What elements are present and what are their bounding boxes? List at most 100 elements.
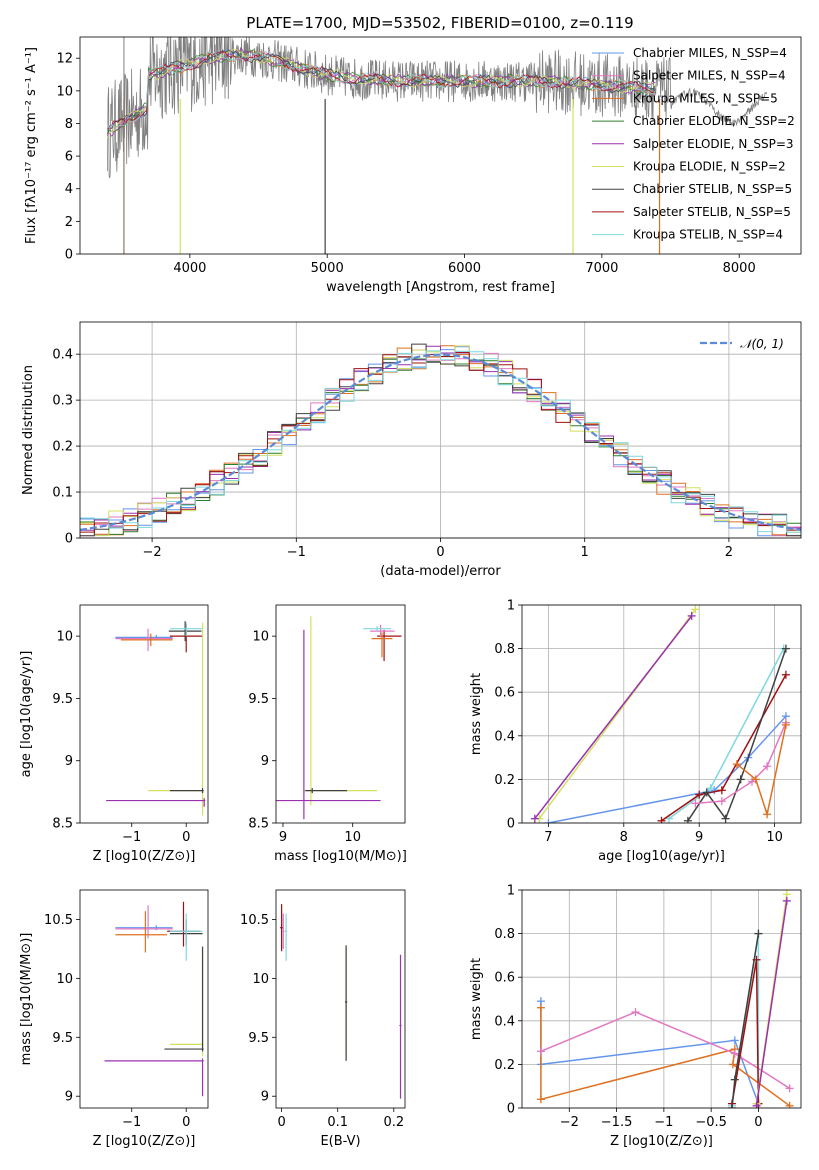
x-tick-label: 0	[436, 545, 444, 560]
y-tick-label: 8.5	[52, 817, 73, 832]
x-tick-label: 0	[277, 1115, 285, 1130]
legend-label: Salpeter ELODIE, N_SSP=3	[633, 137, 794, 151]
y-tick-label: 9.5	[248, 692, 269, 707]
y-tick-label: 0.2	[494, 1058, 515, 1073]
axes-frame	[521, 604, 802, 824]
plot-area	[279, 904, 402, 1099]
y-tick-label: 10	[252, 972, 269, 987]
y-tick-label: 12	[56, 52, 73, 67]
x-tick-label: 0	[754, 1115, 762, 1130]
x-tick-label: 8000	[723, 261, 756, 276]
x-axis-label: Z [log10(Z/Z⊙)]	[93, 1134, 196, 1149]
y-tick-label: 10	[56, 630, 73, 645]
y-tick-label: 0.4	[494, 1014, 515, 1029]
y-tick-label: 10	[56, 84, 73, 99]
y-tick-label: 0	[65, 248, 73, 263]
x-axis-label: (data-model)/error	[380, 564, 501, 579]
y-tick-label: 0.4	[494, 729, 515, 744]
axes-frame	[79, 36, 802, 255]
observed-spectrum	[107, 37, 768, 179]
y-tick-label: 10	[56, 972, 73, 987]
y-tick-label: 0	[507, 817, 515, 832]
x-tick-label: 5000	[311, 261, 344, 276]
legend-label: Kroupa ELODIE, N_SSP=2	[633, 160, 786, 174]
x-tick-label: 0	[182, 1115, 190, 1130]
y-tick-label: 9.5	[52, 1031, 73, 1046]
legend-label: 𝒩(0, 1)	[740, 337, 784, 351]
y-axis-label: mass [log10(M/M⊙)]	[19, 933, 34, 1066]
legend-label: Salpeter MILES, N_SSP=4	[633, 69, 786, 83]
x-tick-label: 7000	[585, 261, 618, 276]
y-axis-label: Flux [fλ10⁻¹⁷ erg cm⁻² s⁻¹ A⁻¹]	[24, 47, 39, 244]
legend-label: Salpeter STELIB, N_SSP=5	[633, 205, 791, 219]
x-tick-label: −1	[122, 1115, 141, 1130]
axes-frame	[79, 604, 209, 824]
model-spectrum-line	[107, 49, 656, 133]
x-tick-label: −2	[143, 545, 162, 560]
x-tick-label: −1	[287, 545, 306, 560]
y-tick-label: 1	[507, 599, 515, 614]
x-tick-label: 1	[581, 545, 589, 560]
y-tick-label: 9	[65, 1090, 73, 1105]
legend-label: Chabrier MILES, N_SSP=4	[633, 46, 787, 60]
y-tick-label: 0.4	[52, 348, 73, 363]
legend: 𝒩(0, 1)	[700, 337, 784, 351]
model-spectrum-line	[107, 49, 656, 135]
x-tick-label: 0.1	[327, 1115, 348, 1130]
plot-area	[104, 901, 204, 1097]
weight-line	[755, 900, 788, 1106]
y-tick-label: 0.8	[494, 642, 515, 657]
y-tick-label: 8	[65, 117, 73, 132]
plot-area	[530, 605, 790, 823]
axes-frame	[79, 321, 802, 539]
x-tick-label: −1	[654, 1115, 673, 1130]
residual-histogram	[80, 350, 801, 533]
y-tick-label: 0.6	[494, 971, 515, 986]
legend-label: Kroupa STELIB, N_SSP=4	[633, 228, 783, 242]
y-axis-label: Normed distribution	[21, 365, 36, 495]
x-axis-label: E(B-V)	[320, 1134, 360, 1149]
x-axis-label: Z [log10(Z/Z⊙)]	[610, 1134, 713, 1149]
x-tick-label: 9	[279, 830, 287, 845]
residual-histogram	[80, 343, 801, 537]
weight-line	[540, 1001, 760, 1104]
y-axis-label: age [log10(age/yr)]	[19, 651, 34, 778]
plot-area	[107, 37, 768, 254]
residual-histogram	[80, 345, 801, 531]
axes-frame	[275, 889, 406, 1109]
axes-frame	[275, 604, 406, 824]
y-tick-label: 8.5	[248, 817, 269, 832]
panel-5: 7 8 9 10 0 0.2 0.4 0.6 0.8 1 age [log10(age/yr)] ma…	[469, 599, 802, 864]
legend-label: Chabrier STELIB, N_SSP=5	[633, 182, 792, 196]
y-tick-label: 6	[65, 150, 73, 165]
y-tick-label: 0.1	[52, 486, 73, 501]
axes-frame	[79, 889, 209, 1109]
x-tick-label: −1.5	[601, 1115, 633, 1130]
panel-6: −1 0 9 9.5 10 10.5 Z [log10(Z/Z⊙)] mass [log10(…	[19, 889, 209, 1149]
model-spectrum-line	[107, 50, 656, 129]
y-tick-label: 9	[65, 754, 73, 769]
y-tick-label: 0.3	[52, 394, 73, 409]
panel-1: 4000 5000 6000 7000 8000 0 2 4 6 8 10 12 wavelength …	[24, 36, 802, 295]
y-tick-label: 9.5	[248, 1031, 269, 1046]
weight-line	[731, 959, 760, 1104]
y-tick-label: 9	[261, 1090, 269, 1105]
x-tick-label: −0.5	[695, 1115, 727, 1130]
x-tick-label: 0.2	[383, 1115, 404, 1130]
legend-label: Kroupa MILES, N_SSP=5	[633, 91, 778, 105]
x-axis-label: Z [log10(Z/Z⊙)]	[93, 849, 196, 864]
panel-4: 9 10 8.5 9 9.5 10 mass [log10(M/M⊙)]	[248, 604, 407, 864]
x-tick-label: 6000	[448, 261, 481, 276]
x-tick-label: 10	[344, 830, 361, 845]
legend: Chabrier MILES, N_SSP=4 Salpeter MILES, N…	[592, 46, 795, 242]
x-tick-label: 8	[620, 830, 628, 845]
y-tick-label: 1	[507, 884, 515, 899]
panel-2: −2 −1 0 1 2 0 0.1 0.2 0.3 0.4 (data-model)/error No…	[21, 321, 802, 579]
axes-frame	[521, 889, 802, 1109]
gaussian-curve	[80, 353, 801, 531]
plot-area	[276, 616, 402, 820]
y-tick-label: 0.6	[494, 686, 515, 701]
x-tick-label: −1	[122, 830, 141, 845]
weight-line	[540, 1007, 791, 1107]
